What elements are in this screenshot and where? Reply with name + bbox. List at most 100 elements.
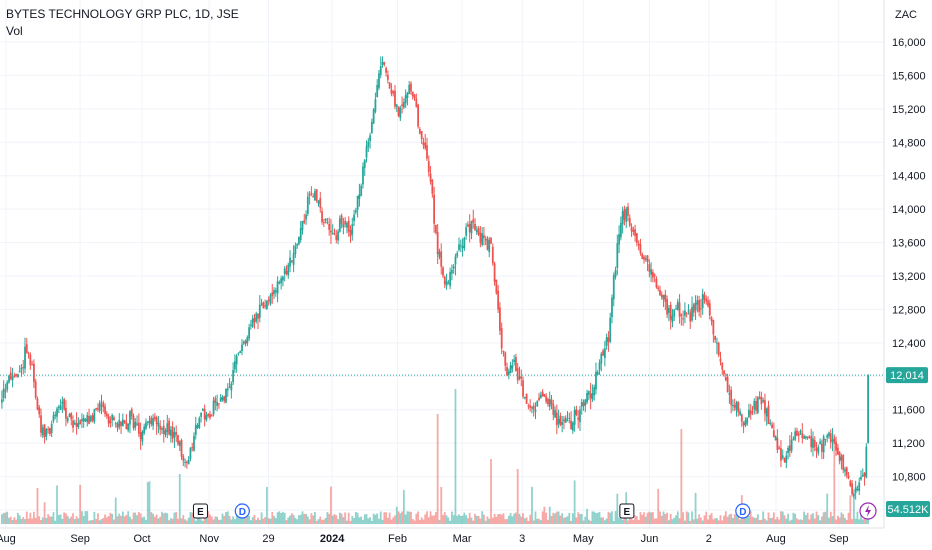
- candle-body: [568, 417, 571, 419]
- volume-bar: [822, 512, 825, 524]
- candle-body: [111, 414, 114, 421]
- volume-bar: [828, 517, 830, 524]
- candle-body: [322, 222, 325, 224]
- candle-body: [66, 417, 69, 422]
- candle-body: [150, 417, 153, 425]
- candle-body: [685, 313, 688, 315]
- volume-bar: [659, 511, 661, 524]
- volume-bar: [152, 513, 154, 524]
- candle-body: [20, 367, 23, 370]
- candle-body: [11, 376, 14, 381]
- volume-bar: [422, 519, 425, 524]
- candle-body: [168, 420, 170, 435]
- volume-bar: [486, 516, 489, 524]
- candle-body: [319, 197, 322, 208]
- candle-body: [88, 415, 90, 424]
- candle-body: [175, 431, 178, 435]
- volume-bar: [418, 519, 421, 524]
- volume-bar: [685, 511, 688, 524]
- earnings-marker[interactable]: E: [192, 503, 208, 519]
- volume-bar: [692, 519, 695, 524]
- candle-body: [813, 440, 816, 448]
- candle-body: [225, 388, 227, 403]
- candle-body: [314, 191, 316, 201]
- volume-bar: [397, 511, 400, 524]
- candle-body: [607, 337, 610, 342]
- volume-bar: [867, 518, 870, 524]
- candle-body: [383, 62, 386, 65]
- candle-body: [36, 398, 39, 410]
- candle-body: [796, 430, 798, 436]
- candle-body: [575, 409, 578, 415]
- candle-body: [484, 239, 487, 241]
- candle-body: [93, 409, 96, 422]
- volume-bar: [209, 514, 211, 524]
- candle-body: [105, 413, 108, 416]
- candle-body: [545, 396, 548, 402]
- volume-bar: [628, 517, 631, 524]
- volume-bar: [402, 490, 405, 524]
- volume-bar: [573, 480, 576, 524]
- volume-bar: [570, 520, 572, 524]
- candle-body: [737, 401, 740, 413]
- volume-bar: [161, 511, 163, 524]
- volume-bar: [335, 515, 338, 524]
- candle-body: [680, 314, 683, 316]
- candle-body: [57, 407, 60, 409]
- candle-body: [59, 405, 62, 410]
- lightning-icon[interactable]: [859, 502, 877, 520]
- candle-body: [714, 335, 717, 340]
- candle-body: [490, 237, 492, 244]
- volume-bar: [627, 520, 629, 524]
- candle-body: [68, 414, 71, 418]
- volume-bar: [52, 512, 55, 524]
- volume-bar: [835, 519, 837, 524]
- candle-body: [541, 391, 544, 397]
- volume-bar: [657, 488, 660, 524]
- candle-body: [0, 399, 3, 403]
- volume-bar: [25, 511, 28, 524]
- volume-bar: [678, 518, 681, 524]
- candle-body: [497, 290, 500, 310]
- price-tick-label: 14,000: [892, 204, 926, 216]
- time-axis[interactable]: Aug Sep Oct Nov 29 2024 Feb Mar 3 May Jun 2 Aug Sep: [0, 533, 849, 545]
- candle-body: [764, 400, 766, 414]
- candle-body: [392, 91, 395, 94]
- dividend-marker[interactable]: D: [735, 503, 751, 519]
- candle-body: [173, 432, 176, 438]
- candle-body: [241, 344, 243, 352]
- volume-bar: [847, 512, 850, 524]
- candle-body: [676, 301, 679, 310]
- volume-bar: [461, 515, 464, 524]
- candle-body: [374, 99, 377, 112]
- candle-body: [342, 224, 345, 228]
- volume-bar: [714, 518, 717, 524]
- volume-bar: [541, 511, 544, 524]
- volume-bar: [751, 516, 754, 524]
- volume-bar: [568, 512, 571, 524]
- candle-body: [587, 390, 590, 395]
- candle-body: [337, 231, 339, 241]
- price-candles: [0, 56, 870, 500]
- candle-body: [803, 436, 805, 439]
- candle-body: [671, 315, 674, 323]
- price-tick-label: 10,800: [892, 472, 926, 484]
- volume-indicator-label: Vol: [6, 24, 23, 38]
- earnings-marker[interactable]: E: [619, 503, 635, 519]
- volume-bar: [157, 518, 160, 524]
- price-axis[interactable]: 16,000 15,600 15,200 14,800 14,400 14,000 13,6…: [892, 37, 926, 517]
- volume-bar: [812, 513, 814, 524]
- candle-body: [641, 253, 644, 259]
- candle-body: [851, 483, 854, 495]
- volume-bar: [781, 511, 784, 524]
- volume-bar: [264, 517, 267, 524]
- candle-body: [787, 447, 789, 453]
- candle-body: [621, 211, 624, 225]
- dividend-marker[interactable]: D: [234, 503, 250, 519]
- volume-bar: [801, 519, 804, 524]
- volume-bar: [829, 511, 832, 524]
- candle-body: [648, 264, 651, 272]
- candle-body: [774, 435, 777, 441]
